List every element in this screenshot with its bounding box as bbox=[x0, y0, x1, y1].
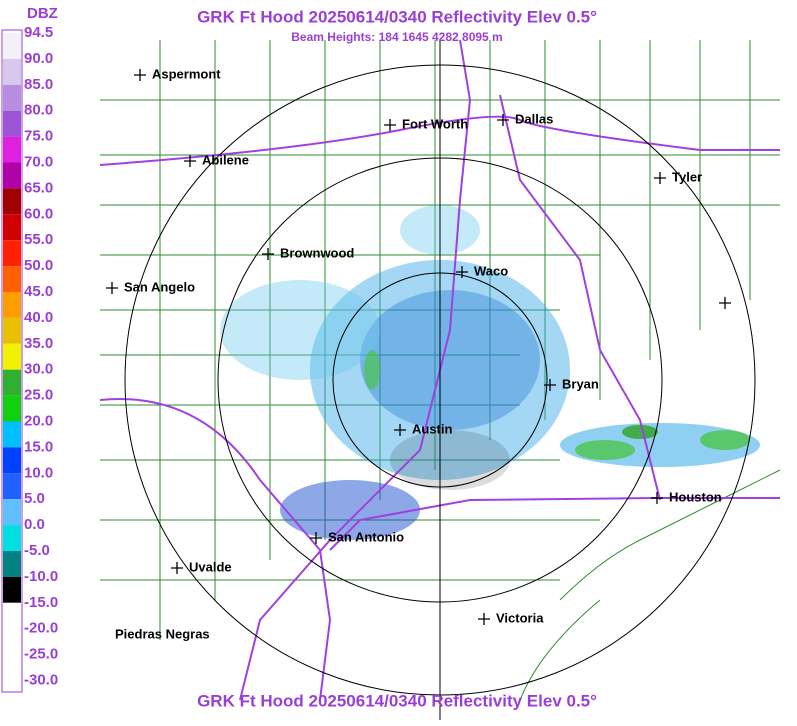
legend-label: 65.0 bbox=[24, 179, 53, 196]
legend-swatch bbox=[3, 551, 21, 577]
legend-swatch bbox=[3, 525, 21, 551]
city-label: San Angelo bbox=[124, 279, 195, 294]
legend-label: 70.0 bbox=[24, 153, 53, 170]
legend-label: 75.0 bbox=[24, 128, 53, 145]
city-label: Piedras Negras bbox=[115, 626, 210, 641]
city-marker bbox=[171, 562, 183, 574]
city-label: Tyler bbox=[672, 169, 702, 184]
city-label: Victoria bbox=[496, 610, 544, 625]
city-label: Abilene bbox=[202, 152, 249, 167]
legend-swatch bbox=[3, 266, 21, 292]
footer-title: GRK Ft Hood 20250614/0340 Reflectivity E… bbox=[197, 691, 597, 710]
legend-label: -30.0 bbox=[24, 671, 58, 688]
city-marker bbox=[651, 492, 663, 504]
legend-swatch bbox=[3, 240, 21, 267]
city-label: Dallas bbox=[515, 111, 553, 126]
city-marker bbox=[456, 266, 468, 278]
city-marker bbox=[544, 379, 556, 391]
legend-label: 50.0 bbox=[24, 257, 53, 274]
legend-swatch bbox=[3, 628, 21, 655]
subtitle: Beam Heights: 184 1645 4282 8095 m bbox=[291, 30, 502, 44]
legend-swatch bbox=[3, 576, 21, 603]
city-label: Brownwood bbox=[280, 245, 354, 260]
legend-swatch bbox=[3, 33, 21, 59]
city-marker bbox=[478, 613, 490, 625]
legend-swatch bbox=[3, 602, 21, 629]
legend-label: -5.0 bbox=[24, 542, 50, 559]
legend-swatch bbox=[3, 162, 21, 189]
legend-swatch bbox=[3, 136, 21, 163]
legend-label: 45.0 bbox=[24, 283, 53, 300]
legend-swatch bbox=[3, 395, 21, 422]
city-label: Bryan bbox=[562, 376, 599, 391]
legend-scale bbox=[3, 33, 21, 681]
legend-swatch bbox=[3, 58, 21, 85]
city-marker bbox=[134, 69, 146, 81]
legend-label: 5.0 bbox=[24, 490, 45, 507]
legend-label: 0.0 bbox=[24, 516, 45, 533]
legend-label: 40.0 bbox=[24, 309, 53, 326]
legend-swatch bbox=[3, 84, 21, 111]
legend-label: 25.0 bbox=[24, 387, 53, 404]
legend-swatch bbox=[3, 421, 21, 448]
legend-swatch bbox=[3, 317, 21, 344]
legend-swatch bbox=[3, 447, 21, 474]
city-marker bbox=[184, 155, 196, 167]
legend-swatch bbox=[3, 214, 21, 241]
range-rings bbox=[124, 40, 756, 720]
city-label: Fort Worth bbox=[402, 116, 468, 131]
legend-swatch bbox=[3, 343, 21, 370]
legend-swatch bbox=[3, 292, 21, 318]
legend-label: -20.0 bbox=[24, 620, 58, 637]
city-marker bbox=[384, 119, 396, 131]
city-marker bbox=[394, 424, 406, 436]
city-marker bbox=[106, 282, 118, 294]
city-marker bbox=[654, 172, 666, 184]
city-label: Austin bbox=[412, 421, 453, 436]
city-label: Houston bbox=[669, 489, 722, 504]
legend-label: 80.0 bbox=[24, 102, 53, 119]
city-label: Aspermont bbox=[152, 66, 221, 81]
legend-label: 55.0 bbox=[24, 231, 53, 248]
legend-swatch bbox=[3, 473, 21, 500]
city-label: Uvalde bbox=[189, 559, 232, 574]
legend-label: -10.0 bbox=[24, 568, 58, 585]
legend-label: 60.0 bbox=[24, 205, 53, 222]
city-label: Waco bbox=[474, 263, 508, 278]
legend-label: 20.0 bbox=[24, 412, 53, 429]
legend-label: 35.0 bbox=[24, 335, 53, 352]
legend-label: -25.0 bbox=[24, 646, 58, 663]
legend-label: 30.0 bbox=[24, 361, 53, 378]
legend-swatch bbox=[3, 188, 21, 215]
legend-label: 10.0 bbox=[24, 464, 53, 481]
city-marker bbox=[719, 297, 731, 309]
city-label: San Antonio bbox=[328, 529, 404, 544]
legend-label: 90.0 bbox=[24, 50, 53, 67]
legend-swatch bbox=[3, 369, 21, 396]
city-marker bbox=[262, 248, 274, 260]
legend-label: -15.0 bbox=[24, 594, 58, 611]
title: GRK Ft Hood 20250614/0340 Reflectivity E… bbox=[197, 7, 597, 26]
legend-title: DBZ bbox=[27, 5, 58, 22]
legend-label: 85.0 bbox=[24, 76, 53, 93]
city-marker bbox=[310, 532, 322, 544]
legend-label: 94.5 bbox=[24, 24, 53, 41]
legend-swatch bbox=[3, 654, 21, 681]
legend-swatch bbox=[3, 499, 21, 526]
legend-swatch bbox=[3, 110, 21, 137]
city-marker bbox=[497, 114, 509, 126]
legend-label: 15.0 bbox=[24, 438, 53, 455]
